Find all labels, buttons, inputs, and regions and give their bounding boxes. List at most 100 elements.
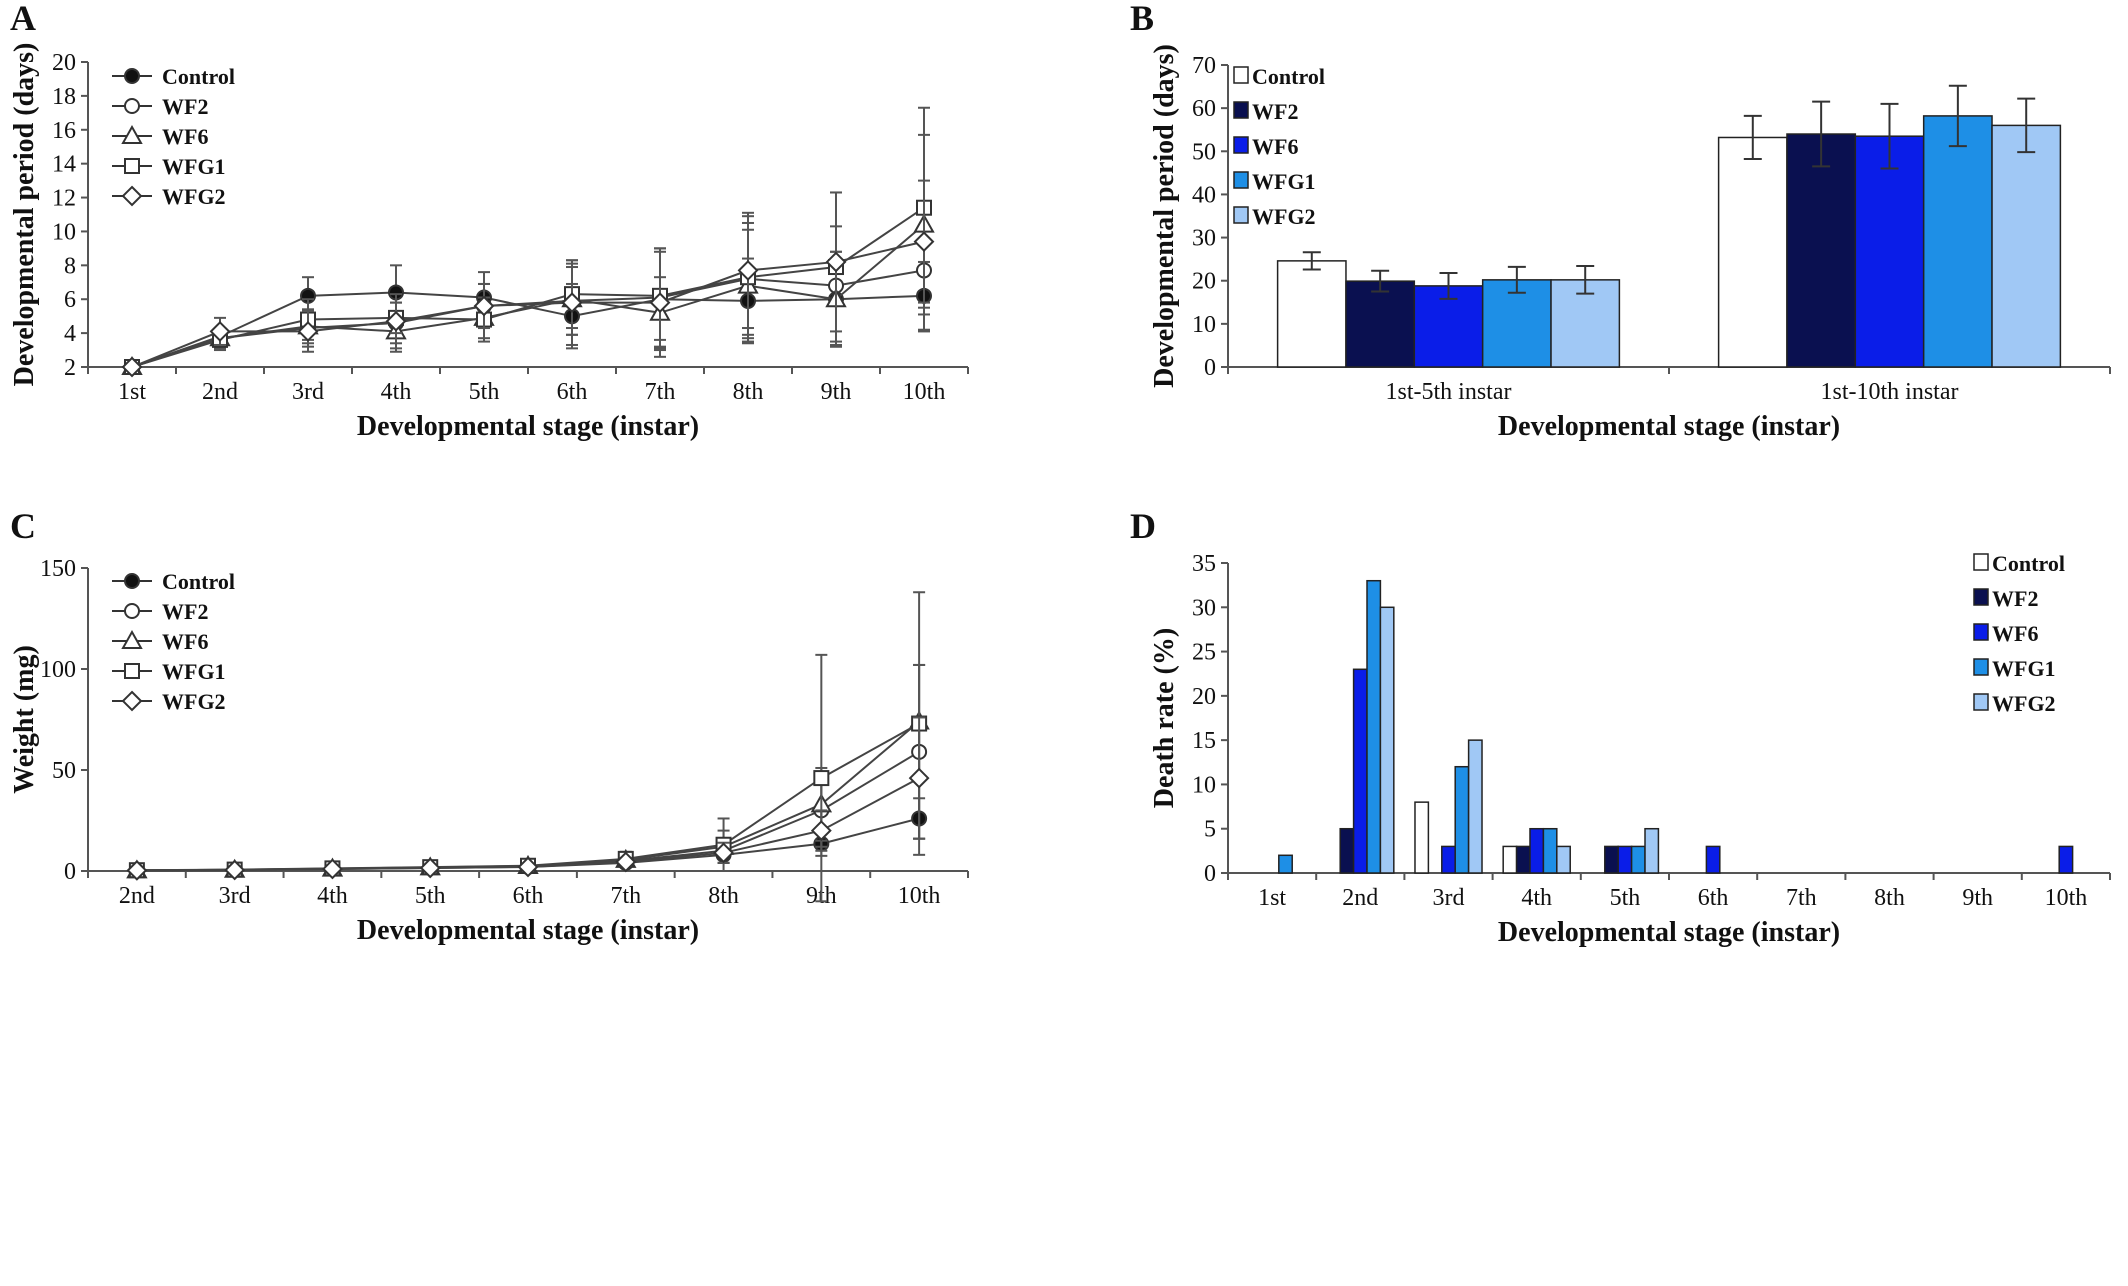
x-axis-label: Developmental stage (instar) xyxy=(1498,411,1840,442)
legend-label: WFG1 xyxy=(1252,169,1316,194)
data-point xyxy=(224,859,246,881)
legend-label: WFG2 xyxy=(1252,204,1316,229)
legend-marker xyxy=(124,98,140,114)
bar xyxy=(1441,845,1456,874)
legend-swatch xyxy=(1973,553,1989,571)
bar xyxy=(2058,845,2074,874)
legend-swatch xyxy=(1233,66,1249,84)
series-line xyxy=(131,269,925,368)
panel-letter: C xyxy=(10,506,36,546)
y-tick-label: 100 xyxy=(40,657,76,683)
series-line xyxy=(136,722,920,872)
series-control xyxy=(1414,801,1518,874)
x-tick-label: 4th xyxy=(317,883,348,909)
series-control xyxy=(124,247,932,375)
y-tick-label: 0 xyxy=(1204,355,1216,381)
x-tick-label: 8th xyxy=(708,883,739,909)
y-tick-label: 18 xyxy=(52,84,76,110)
data-point xyxy=(121,356,143,378)
panel-b: B 0 10 20 30 40 50 60 70 Developmental stage (ins… xyxy=(1130,0,2111,442)
x-tick-label: 5th xyxy=(469,379,500,405)
bar xyxy=(1529,827,1545,874)
x-tick-label: 5th xyxy=(415,883,446,909)
panel-letter: D xyxy=(1130,506,1156,546)
y-tick-label: 0 xyxy=(1204,861,1216,887)
bar xyxy=(1345,280,1416,368)
legend-label: WFG1 xyxy=(162,154,226,179)
bar xyxy=(1991,124,2062,368)
legend-label: Control xyxy=(162,64,235,89)
x-tick-label: 3rd xyxy=(1433,885,1465,911)
y-axis-label: Weight (mg) xyxy=(9,645,40,794)
x-tick-label: 2nd xyxy=(202,379,238,405)
data-point xyxy=(713,842,734,864)
legend-label: WFG2 xyxy=(162,689,226,714)
legend-marker xyxy=(121,185,143,207)
series-control xyxy=(1276,114,1788,368)
series-wfg2 xyxy=(121,179,935,378)
data-point xyxy=(908,767,930,789)
panel-letter: B xyxy=(1130,0,1154,38)
bar xyxy=(1339,827,1355,874)
bar xyxy=(1630,845,1646,874)
legend-label: WF2 xyxy=(1992,586,2038,611)
x-tick-label: 10th xyxy=(2045,885,2088,911)
y-tick-label: 60 xyxy=(1192,96,1216,122)
series-line xyxy=(131,240,925,368)
bar xyxy=(1515,845,1531,874)
bar xyxy=(1556,845,1571,874)
x-tick-label: 6th xyxy=(513,883,544,909)
series-line xyxy=(136,750,920,872)
data-point xyxy=(561,292,583,314)
legend-swatch xyxy=(1973,623,1989,641)
data-point xyxy=(209,321,231,342)
legend-label: WFG2 xyxy=(1992,691,2056,716)
data-point xyxy=(419,857,441,879)
legend-marker xyxy=(124,158,140,174)
bar xyxy=(1542,827,1558,874)
series-wf6 xyxy=(1413,102,1925,368)
legend-label: Control xyxy=(162,569,235,594)
legend-marker xyxy=(124,573,140,589)
data-point xyxy=(322,858,343,880)
x-tick-label: 10th xyxy=(898,883,941,909)
y-tick-label: 15 xyxy=(1192,728,1216,754)
y-axis-label: Developmental period (days) xyxy=(1149,44,1180,388)
y-tick-label: 10 xyxy=(1192,312,1216,338)
legend-swatch xyxy=(1233,206,1249,224)
y-tick-label: 10 xyxy=(52,219,76,245)
x-tick-label: 4th xyxy=(1521,885,1552,911)
bar xyxy=(1366,579,1382,874)
x-tick-label: 9th xyxy=(821,379,852,405)
bar xyxy=(1617,845,1633,874)
series-wf6 xyxy=(1352,668,2074,874)
x-tick-label: 1st-10th instar xyxy=(1821,379,1959,405)
series-wf2 xyxy=(1339,827,1619,874)
bar xyxy=(1502,845,1518,874)
x-tick-label: 2nd xyxy=(1342,885,1378,911)
x-tick-label: 6th xyxy=(557,379,588,405)
x-tick-label: 8th xyxy=(1874,885,1905,911)
data-point xyxy=(913,231,935,253)
series-line xyxy=(131,206,925,368)
x-tick-label: 7th xyxy=(610,883,641,909)
y-tick-label: 6 xyxy=(64,287,76,313)
bar xyxy=(1705,845,1721,874)
x-tick-label: 4th xyxy=(381,379,412,405)
series-wf6 xyxy=(121,133,935,375)
legend-label: WF6 xyxy=(1252,134,1298,159)
bar xyxy=(1352,668,1368,874)
legend-label: WF6 xyxy=(162,124,208,149)
legend-marker xyxy=(124,68,140,84)
y-tick-label: 0 xyxy=(64,859,76,885)
series-wf2 xyxy=(124,208,932,375)
series-wfg2 xyxy=(1550,97,2062,368)
panel-c: C 0 50 100 150 Developmental stage (instar) We… xyxy=(9,506,969,946)
y-tick-label: 40 xyxy=(1192,182,1216,208)
bar xyxy=(1276,260,1347,368)
x-tick-label: 7th xyxy=(645,379,676,405)
data-point xyxy=(126,859,148,881)
data-point xyxy=(517,856,539,878)
bar xyxy=(1717,136,1788,368)
